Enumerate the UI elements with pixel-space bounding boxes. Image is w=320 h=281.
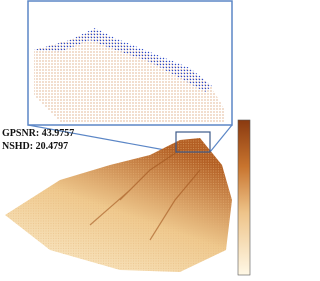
inset-ridge	[34, 28, 212, 92]
figure: GPSNR: 43.9757 NSHD: 20.4797	[2, 0, 251, 276]
ridges	[89, 149, 201, 241]
connector	[27, 124, 177, 153]
colorbar	[237, 119, 251, 276]
gpsnr-label: GPSNR: 43.9757	[2, 128, 75, 139]
inset-points	[34, 30, 225, 122]
point-cloud-figure	[5, 0, 251, 276]
terrain-points	[5, 138, 232, 272]
zoom-box	[175, 131, 211, 153]
nshd-label: NSHD: 20.4797	[2, 141, 69, 152]
connector	[209, 124, 233, 153]
